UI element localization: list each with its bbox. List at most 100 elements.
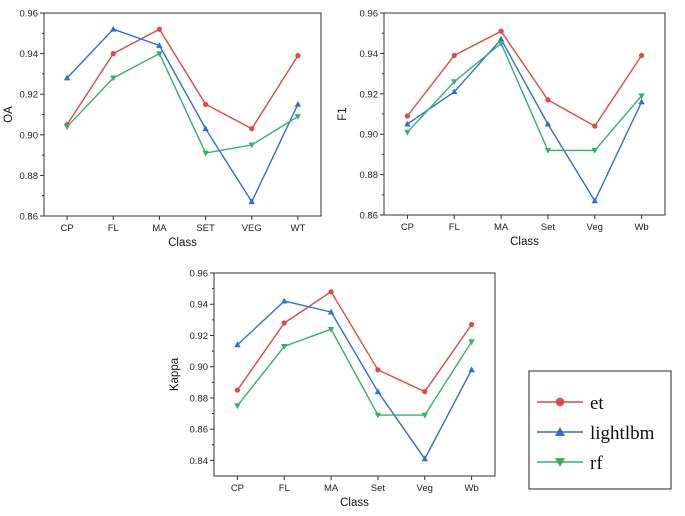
x-axis-title: Class bbox=[340, 497, 369, 509]
y-tick-label: 0.92 bbox=[360, 89, 379, 100]
legend-item-lightlbm: lightlbm bbox=[537, 423, 655, 444]
data-point-et bbox=[281, 320, 287, 326]
y-tick-label: 0.96 bbox=[190, 269, 209, 280]
data-point-et bbox=[422, 389, 428, 395]
series-line-rf bbox=[66, 52, 299, 154]
data-point-rf bbox=[156, 51, 163, 57]
data-point-lightlbm bbox=[294, 100, 302, 107]
data-point-rf bbox=[497, 40, 505, 47]
series-line-rf bbox=[406, 42, 643, 152]
legend-label-lightlbm: lightlbm bbox=[590, 423, 655, 444]
data-point-lightlbm bbox=[234, 341, 241, 348]
chart-3: 0.84 0.86 0.88 0.90 0.92 0.94 0.96 CP FL MA Set Veg… bbox=[169, 269, 496, 509]
legend: et lightlbm rf bbox=[528, 370, 672, 490]
data-point-lightlbm bbox=[281, 297, 288, 304]
series-line-rf bbox=[236, 328, 473, 416]
data-point-rf bbox=[451, 79, 458, 86]
chart-1: 0.86 0.88 0.90 0.92 0.94 0.96 CP FL MA SET VEG WT Cl… bbox=[3, 9, 322, 249]
data-point-et bbox=[295, 53, 301, 59]
x-tick-label: FL bbox=[449, 222, 460, 233]
legend-label-et: et bbox=[590, 393, 604, 414]
y-tick-label: 0.94 bbox=[20, 49, 39, 60]
data-point-lightlbm bbox=[544, 120, 552, 127]
data-point-lightlbm bbox=[156, 42, 163, 48]
y-tick-label: 0.88 bbox=[20, 171, 39, 182]
plot-frame bbox=[213, 272, 496, 477]
legend-marker-et bbox=[555, 397, 565, 407]
x-tick-label: Wb bbox=[634, 222, 648, 233]
x-tick-label: Veg bbox=[417, 483, 433, 494]
y-axis-title: Kappa bbox=[169, 357, 181, 391]
x-axis-title: Class bbox=[168, 237, 197, 249]
x-axis-title: Class bbox=[510, 236, 539, 248]
x-tick-label: CP bbox=[401, 222, 414, 233]
y-tick-label: 0.90 bbox=[20, 130, 39, 141]
data-point-et bbox=[234, 387, 241, 393]
data-point-rf bbox=[294, 114, 302, 120]
plot-frame bbox=[43, 12, 322, 217]
x-tick-label: SET bbox=[196, 223, 215, 234]
data-point-et bbox=[404, 113, 411, 119]
data-point-lightlbm bbox=[638, 98, 645, 105]
legend-marker-lightlbm bbox=[555, 427, 565, 436]
data-point-et bbox=[202, 101, 209, 107]
x-tick-label: CP bbox=[231, 483, 244, 494]
plot-frame bbox=[383, 12, 666, 216]
data-point-rf bbox=[374, 412, 382, 419]
data-point-et bbox=[545, 97, 551, 103]
data-point-lightlbm bbox=[404, 120, 411, 127]
data-point-rf bbox=[281, 343, 288, 350]
data-point-lightlbm bbox=[327, 308, 335, 315]
x-tick-label: VEG bbox=[242, 223, 262, 234]
data-point-rf bbox=[110, 75, 117, 82]
y-tick-label: 0.96 bbox=[360, 9, 379, 20]
series-line-lightlbm bbox=[407, 38, 643, 202]
y-tick-label: 0.94 bbox=[360, 49, 379, 60]
series-line-lightlbm bbox=[236, 300, 473, 460]
series-line-et bbox=[66, 28, 299, 130]
data-point-et bbox=[375, 367, 381, 373]
data-point-rf bbox=[234, 403, 241, 410]
data-point-et bbox=[468, 321, 475, 328]
data-point-lightlbm bbox=[421, 455, 428, 462]
y-tick-label: 0.86 bbox=[190, 425, 209, 436]
y-tick-label: 0.90 bbox=[190, 362, 209, 373]
x-tick-label: Wb bbox=[464, 483, 478, 494]
x-tick-label: Set bbox=[541, 222, 556, 233]
y-axis-title: OA bbox=[3, 106, 15, 123]
y-tick-label: 0.92 bbox=[190, 331, 209, 342]
x-tick-label: MA bbox=[152, 223, 167, 234]
data-point-rf bbox=[404, 129, 411, 136]
data-point-et bbox=[451, 52, 457, 59]
data-point-et bbox=[110, 51, 116, 57]
data-point-et bbox=[328, 289, 334, 295]
data-point-lightlbm bbox=[374, 388, 382, 395]
data-point-et bbox=[498, 28, 504, 34]
x-tick-label: FL bbox=[108, 223, 119, 234]
data-point-et bbox=[638, 52, 645, 59]
chart-2: 0.86 0.88 0.90 0.92 0.94 0.96 CP FL MA Set Veg Wb Cl… bbox=[337, 9, 666, 248]
series-line-et bbox=[406, 30, 643, 127]
legend-label-rf: rf bbox=[590, 453, 603, 474]
data-point-rf bbox=[544, 147, 552, 154]
y-tick-label: 0.94 bbox=[190, 300, 209, 311]
data-point-et bbox=[249, 126, 255, 132]
y-tick-label: 0.96 bbox=[20, 9, 39, 20]
x-tick-label: MA bbox=[324, 483, 339, 494]
x-tick-label: Veg bbox=[587, 222, 603, 233]
y-tick-label: 0.86 bbox=[360, 211, 379, 222]
x-tick-label: WT bbox=[291, 223, 306, 234]
data-point-lightlbm bbox=[591, 197, 598, 204]
data-point-et bbox=[592, 123, 598, 129]
data-point-lightlbm bbox=[248, 198, 255, 205]
legend-item-et: et bbox=[537, 393, 604, 414]
y-tick-label: 0.88 bbox=[190, 393, 209, 404]
y-tick-label: 0.92 bbox=[20, 90, 39, 101]
x-tick-label: CP bbox=[60, 223, 73, 234]
series-line-et bbox=[236, 291, 473, 393]
data-point-rf bbox=[591, 147, 598, 154]
charts-layer: 0.86 0.88 0.90 0.92 0.94 0.96 CP FL MA SET VEG WT Cl… bbox=[3, 9, 666, 509]
x-tick-label: FL bbox=[279, 483, 290, 494]
legend-marker-rf bbox=[555, 458, 565, 467]
